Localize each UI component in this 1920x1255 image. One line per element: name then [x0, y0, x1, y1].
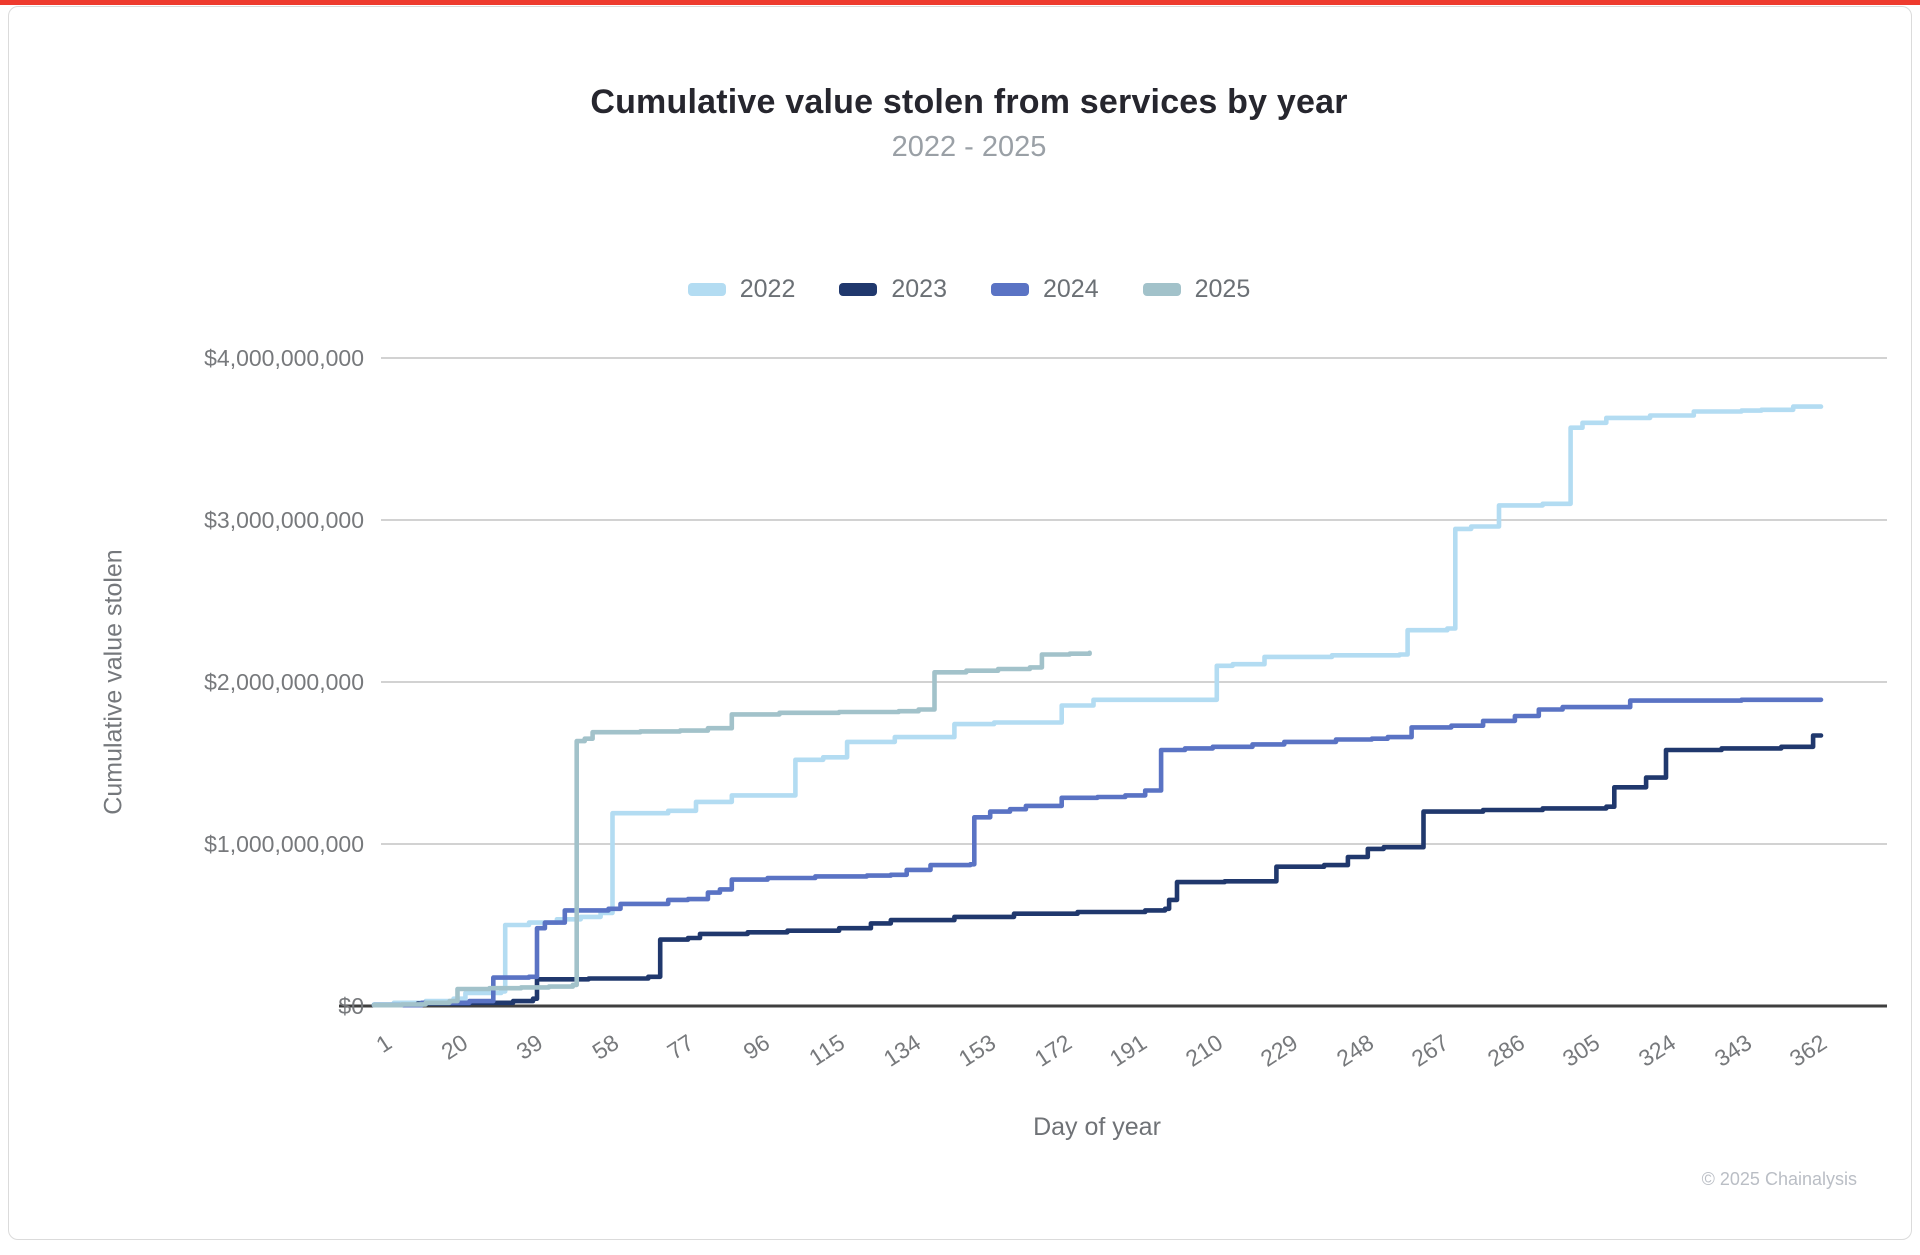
x-tick-label: 134 [878, 1029, 925, 1072]
x-tick-label: 248 [1331, 1029, 1379, 1072]
series-2024-line [371, 697, 1824, 1008]
x-tick-label: 96 [738, 1029, 774, 1065]
legend-label-2022: 2022 [739, 275, 796, 303]
x-tick-label: 229 [1256, 1029, 1303, 1072]
brand-top-bar [0, 0, 1920, 5]
x-tick-label: 115 [804, 1029, 850, 1071]
x-axis-title: Day of year [1033, 1113, 1161, 1141]
legend-swatch-2025 [1142, 283, 1181, 296]
x-tick-label: 324 [1633, 1029, 1681, 1072]
x-tick-label: 172 [1029, 1029, 1076, 1072]
y-tick-label: $3,000,000,000 [204, 507, 364, 533]
series-2022-line [371, 404, 1824, 1007]
chart-card: Cumulative value stolen from services by… [8, 6, 1912, 1240]
x-tick-label: 343 [1709, 1029, 1756, 1072]
x-tick-label: 286 [1482, 1029, 1530, 1072]
legend-label-2025: 2025 [1194, 275, 1251, 303]
x-tick-label: 267 [1407, 1029, 1454, 1072]
x-tick-label: 1 [371, 1029, 397, 1058]
y-axis-title: Cumulative value stolen [99, 549, 128, 815]
legend-item-2022[interactable]: 2022 [687, 275, 796, 304]
series-2025-line [371, 650, 1092, 1008]
x-tick-label: 77 [662, 1029, 699, 1065]
x-tick-label: 20 [436, 1029, 472, 1065]
legend-item-2023[interactable]: 2023 [839, 275, 947, 304]
y-tick-label: $2,000,000,000 [204, 669, 364, 695]
y-tick-label: $4,000,000,000 [204, 345, 364, 371]
copyright-notice: © 2025 Chainalysis [1701, 1169, 1857, 1189]
x-tick-label: 362 [1784, 1029, 1832, 1072]
x-tick-label: 305 [1558, 1029, 1605, 1072]
series-2023-line [371, 733, 1824, 1008]
legend-item-2025[interactable]: 2025 [1142, 275, 1251, 304]
legend-swatch-2023 [839, 283, 878, 296]
x-tick-label: 191 [1105, 1029, 1152, 1072]
y-tick-label: $1,000,000,000 [204, 831, 364, 857]
legend-label-2024: 2024 [1043, 275, 1099, 303]
legend-swatch-2022 [687, 283, 726, 296]
chart-subtitle: 2022 - 2025 [891, 131, 1047, 163]
legend: 2022 2023 2024 2025 [9, 275, 1920, 304]
x-tick-label: 39 [511, 1029, 548, 1065]
y-tick-label: $0 [338, 993, 364, 1019]
legend-label-2023: 2023 [891, 275, 947, 303]
x-tick-label: 210 [1180, 1029, 1227, 1072]
legend-item-2024[interactable]: 2024 [991, 275, 1099, 304]
x-tick-label: 153 [954, 1029, 1001, 1072]
x-tick-label: 58 [587, 1029, 623, 1065]
chart-title: Cumulative value stolen from services by… [590, 83, 1348, 121]
legend-swatch-2024 [991, 283, 1029, 296]
